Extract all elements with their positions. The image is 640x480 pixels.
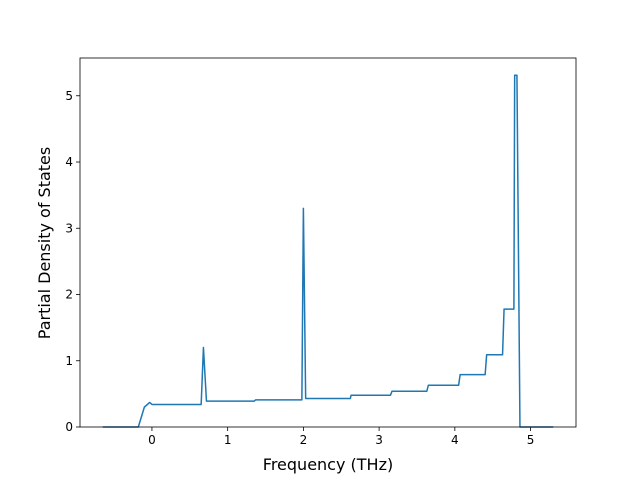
plot-frame <box>79 57 577 428</box>
data-line <box>102 74 554 428</box>
y-tick-label: 0 <box>65 420 73 434</box>
x-axis-label: Frequency (THz) <box>263 455 393 474</box>
x-tick-label: 5 <box>527 433 535 447</box>
y-tick-label: 1 <box>65 354 73 368</box>
y-tick-label: 5 <box>65 89 73 103</box>
x-tick-label: 4 <box>451 433 459 447</box>
x-tick-label: 1 <box>224 433 232 447</box>
x-tick-label: 2 <box>300 433 308 447</box>
y-tick-label: 4 <box>65 155 73 169</box>
x-tick-label: 0 <box>148 433 156 447</box>
x-tick-label: 3 <box>375 433 383 447</box>
y-tick-label: 3 <box>65 221 73 235</box>
y-tick-label: 2 <box>65 288 73 302</box>
y-axis-label: Partial Density of States <box>35 147 54 339</box>
